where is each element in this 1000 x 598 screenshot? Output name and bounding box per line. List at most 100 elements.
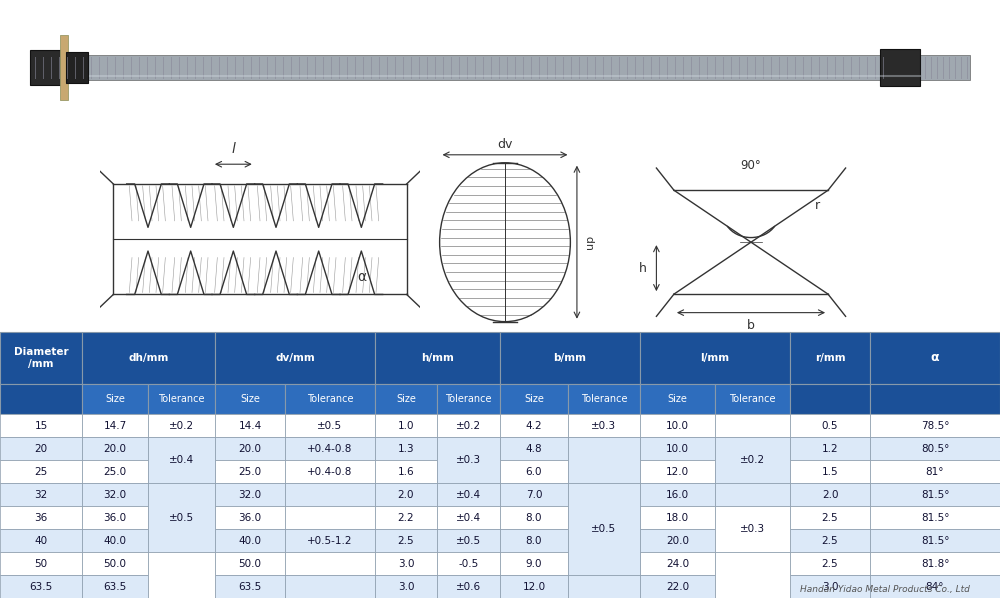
Text: +0.4-0.8: +0.4-0.8: [307, 467, 353, 477]
Bar: [790, 414, 870, 437]
Text: Size: Size: [240, 394, 260, 404]
Text: Handan Yidao Metal Products Co., Ltd: Handan Yidao Metal Products Co., Ltd: [800, 585, 970, 594]
Bar: [215, 483, 285, 506]
Bar: [500, 332, 640, 384]
Text: 81.5°: 81.5°: [921, 490, 949, 500]
Bar: [375, 552, 437, 575]
Bar: [500, 506, 568, 529]
Text: 15: 15: [34, 421, 48, 431]
Text: ±0.5: ±0.5: [169, 512, 194, 523]
Bar: [715, 384, 790, 414]
Bar: [30, 55, 970, 80]
Text: 90°: 90°: [741, 159, 761, 172]
Text: ±0.2: ±0.2: [456, 421, 481, 431]
Text: 14.4: 14.4: [238, 421, 262, 431]
Bar: [0, 437, 82, 460]
Text: Size: Size: [524, 394, 544, 404]
Text: 20.0: 20.0: [104, 444, 126, 454]
Bar: [285, 414, 375, 437]
Bar: [715, 414, 790, 437]
Text: b: b: [747, 319, 755, 332]
Text: 63.5: 63.5: [103, 581, 127, 591]
Bar: [375, 414, 437, 437]
Bar: [215, 332, 375, 384]
Bar: [215, 552, 285, 575]
Text: Size: Size: [668, 394, 687, 404]
Text: ±0.5: ±0.5: [456, 536, 481, 545]
Bar: [870, 552, 1000, 575]
Text: 40.0: 40.0: [104, 536, 126, 545]
Bar: [215, 506, 285, 529]
Bar: [285, 384, 375, 414]
Bar: [437, 575, 500, 598]
Bar: [375, 506, 437, 529]
Bar: [215, 384, 285, 414]
Text: 20: 20: [34, 444, 48, 454]
Bar: [148, 437, 215, 483]
Text: 2.0: 2.0: [822, 490, 838, 500]
Text: h: h: [639, 262, 647, 274]
Bar: [790, 384, 870, 414]
Bar: [375, 460, 437, 483]
Text: 18.0: 18.0: [666, 512, 689, 523]
Text: 10.0: 10.0: [666, 421, 689, 431]
Text: 25: 25: [34, 467, 48, 477]
Text: r/mm: r/mm: [815, 353, 845, 363]
Bar: [790, 483, 870, 506]
Bar: [640, 483, 715, 506]
Text: 3.0: 3.0: [398, 581, 414, 591]
Bar: [870, 414, 1000, 437]
Bar: [215, 414, 285, 437]
Text: 16.0: 16.0: [666, 490, 689, 500]
Text: 25.0: 25.0: [103, 467, 127, 477]
Bar: [437, 483, 500, 506]
Bar: [568, 483, 640, 575]
Bar: [500, 552, 568, 575]
Text: b/mm: b/mm: [554, 353, 587, 363]
Bar: [790, 529, 870, 552]
Bar: [640, 332, 790, 384]
Bar: [82, 529, 148, 552]
Text: ±0.4: ±0.4: [169, 455, 194, 465]
Text: 2.5: 2.5: [822, 536, 838, 545]
Bar: [82, 437, 148, 460]
Text: l/mm: l/mm: [700, 353, 730, 363]
Text: Tolerance: Tolerance: [445, 394, 492, 404]
Bar: [568, 437, 640, 483]
Bar: [790, 552, 870, 575]
Text: 3.0: 3.0: [398, 559, 414, 569]
Text: +0.4-0.8: +0.4-0.8: [307, 444, 353, 454]
Text: 81.5°: 81.5°: [921, 536, 949, 545]
Bar: [82, 414, 148, 437]
Bar: [715, 506, 790, 552]
Text: 63.5: 63.5: [238, 581, 262, 591]
Text: 7.0: 7.0: [526, 490, 542, 500]
Bar: [0, 460, 82, 483]
Bar: [568, 384, 640, 414]
Bar: [82, 483, 148, 506]
Bar: [870, 437, 1000, 460]
Bar: [568, 414, 640, 437]
Text: 22.0: 22.0: [666, 581, 689, 591]
Text: α: α: [357, 270, 366, 283]
Text: r: r: [814, 199, 820, 212]
Text: 63.5: 63.5: [29, 581, 53, 591]
Text: 50: 50: [34, 559, 48, 569]
Bar: [375, 384, 437, 414]
Bar: [437, 437, 500, 483]
Bar: [375, 332, 500, 384]
Text: ±0.3: ±0.3: [591, 421, 617, 431]
Text: 4.8: 4.8: [526, 444, 542, 454]
Bar: [285, 483, 375, 506]
Bar: [285, 437, 375, 460]
Text: 1.3: 1.3: [398, 444, 414, 454]
Text: 1.6: 1.6: [398, 467, 414, 477]
Bar: [715, 437, 790, 483]
Text: 14.7: 14.7: [103, 421, 127, 431]
Text: 6.0: 6.0: [526, 467, 542, 477]
Text: 80.5°: 80.5°: [921, 444, 949, 454]
Bar: [870, 506, 1000, 529]
Text: 25.0: 25.0: [238, 467, 262, 477]
Text: Tolerance: Tolerance: [307, 394, 353, 404]
Text: Diameter
/mm: Diameter /mm: [14, 347, 68, 368]
